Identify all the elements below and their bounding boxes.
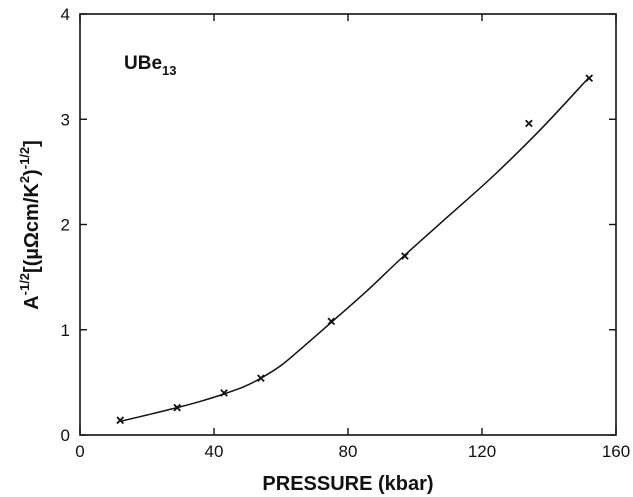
plot-frame (80, 14, 616, 435)
y-tick-label: 4 (61, 5, 70, 24)
data-point-marker (258, 375, 264, 381)
x-tick-label: 120 (468, 442, 496, 461)
data-points-layer (117, 75, 592, 423)
data-point-marker (526, 120, 532, 126)
chart-annotation: UBe13 (124, 53, 176, 78)
x-tick-label: 160 (602, 442, 630, 461)
y-axis-title: A-1/2[(µΩcm/K2)-1/2] (17, 140, 43, 310)
x-tick-label: 0 (75, 442, 84, 461)
x-tick-label: 80 (339, 442, 358, 461)
fit-curve-line (120, 77, 589, 421)
y-tick-label: 3 (61, 110, 70, 129)
y-tick-label: 2 (61, 216, 70, 235)
x-tick-label: 40 (205, 442, 224, 461)
data-point-marker (586, 75, 592, 81)
fit-curve-layer (120, 77, 589, 421)
y-tick-label: 0 (61, 426, 70, 445)
x-axis-title: PRESSURE (kbar) (262, 473, 433, 495)
y-tick-label: 1 (61, 321, 70, 340)
